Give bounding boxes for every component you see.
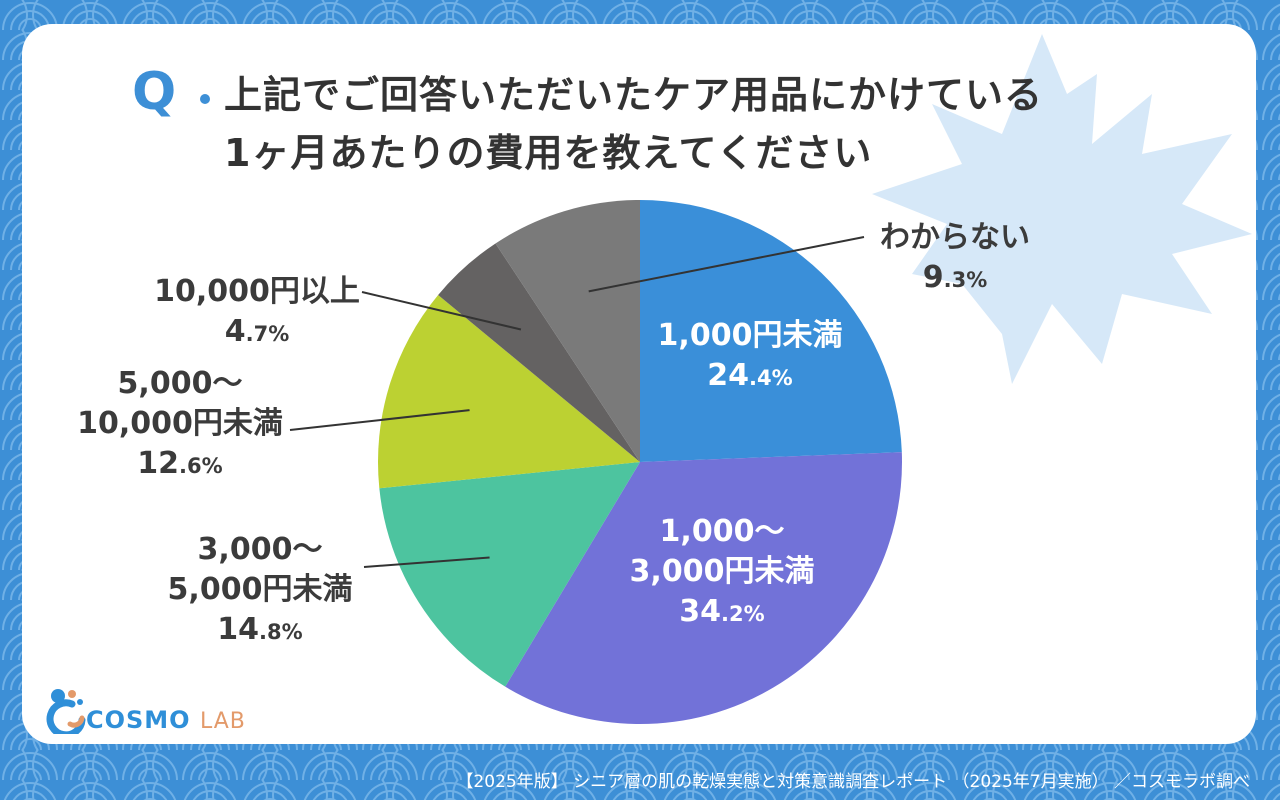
logo-suffix: LAB — [199, 709, 246, 734]
slice-label-1: 1,000〜 3,000円未満 34.2% — [612, 512, 832, 634]
title-line-1: 上記でご回答いただいたケア用品にかけている — [224, 73, 1044, 117]
slice-label-4-pct-int: 4 — [224, 314, 246, 349]
slice-label-4-pct: 4.7% — [142, 312, 372, 354]
leader-line-3 — [289, 409, 470, 431]
slice-label-3-name-1: 5,000〜 — [117, 366, 243, 401]
slice-label-3-pct: 12.6% — [70, 444, 290, 486]
slice-label-2-pct: 14.8% — [160, 610, 360, 652]
slice-label-0-pct-int: 24 — [707, 358, 750, 393]
slice-label-3-pct-int: 12 — [137, 446, 180, 481]
slice-label-2-pct-int: 14 — [217, 612, 260, 647]
logo-word: COSMO — [86, 706, 191, 734]
slice-label-0-pct: 24.4% — [650, 356, 850, 398]
slice-label-1-pct-dec: .2% — [721, 602, 765, 626]
slice-label-2-name-1: 3,000〜 — [197, 532, 323, 567]
slice-label-1-name-2: 3,000円未満 — [629, 554, 815, 589]
slice-label-5-name: わからない — [880, 220, 1030, 255]
slice-label-0-name: 1,000円未満 — [657, 318, 843, 353]
slice-label-4-name: 10,000円以上 — [154, 274, 360, 309]
slice-label-3: 5,000〜 10,000円未満 12.6% — [70, 364, 290, 486]
slice-label-3-pct-dec: .6% — [179, 454, 223, 478]
leader-line-4 — [361, 291, 522, 331]
slice-label-1-pct: 34.2% — [612, 592, 832, 634]
slice-label-2: 3,000〜 5,000円未満 14.8% — [160, 530, 360, 652]
title-line-2: 1ヶ月あたりの費用を教えてください — [224, 131, 873, 175]
pie-slice-2 — [379, 462, 640, 687]
leader-line-5 — [588, 236, 865, 293]
page-title: 上記でご回答いただいたケア用品にかけている 1ヶ月あたりの費用を教えてください — [224, 66, 1043, 182]
content-card: Q 上記でご回答いただいたケア用品にかけている 1ヶ月あたりの費用を教えてくださ… — [22, 24, 1256, 744]
slice-label-3-name-2: 10,000円未満 — [77, 406, 283, 441]
maple-leaf-decoration — [872, 34, 1252, 384]
cosmo-lab-logo-icon — [46, 689, 86, 734]
slice-label-5: わからない 9.3% — [860, 218, 1050, 300]
slice-label-5-pct-dec: .3% — [943, 268, 988, 292]
slice-label-4: 10,000円以上 4.7% — [142, 272, 372, 354]
pie-chart — [289, 200, 903, 725]
slice-label-0-pct-dec: .4% — [749, 366, 793, 390]
footer-source-note: 【2025年版】 シニア層の肌の乾燥実態と対策意識調査レポート （2025年7月… — [456, 772, 1250, 792]
slice-label-1-name-1: 1,000〜 — [659, 514, 785, 549]
pie-slice-4 — [438, 243, 640, 462]
pie-slice-5 — [495, 200, 640, 462]
slice-label-2-name-2: 5,000円未満 — [167, 572, 353, 607]
slice-label-5-pct: 9.3% — [860, 258, 1050, 300]
slice-label-0: 1,000円未満 24.4% — [650, 316, 850, 398]
slice-label-1-pct-int: 34 — [679, 594, 722, 629]
slice-label-2-pct-dec: .8% — [259, 620, 303, 644]
cosmo-lab-logo-text: COSMO LAB — [86, 706, 246, 734]
leader-line-2 — [363, 556, 490, 568]
question-mark-label: Q — [132, 62, 176, 122]
pie-slice-0 — [640, 200, 902, 462]
pie-slice-1 — [505, 452, 903, 725]
slice-label-4-pct-dec: .7% — [245, 322, 290, 346]
pie-slice-3 — [378, 294, 640, 489]
question-dot — [200, 94, 210, 104]
slice-label-5-pct-int: 9 — [922, 260, 944, 295]
